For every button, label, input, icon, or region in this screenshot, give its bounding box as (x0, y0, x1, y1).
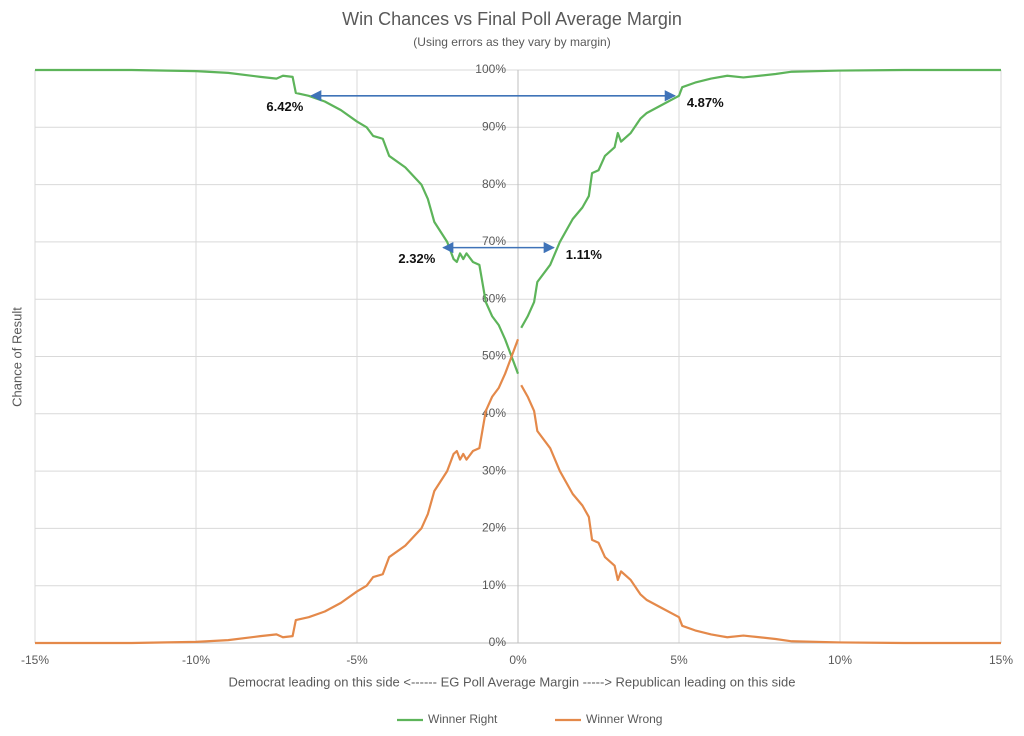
y-axis-label: Chance of Result (9, 307, 24, 407)
y-tick-label: 30% (482, 463, 506, 477)
legend-label: Winner Right (428, 712, 498, 726)
legend-label: Winner Wrong (586, 712, 662, 726)
y-tick-label: 0% (489, 635, 507, 649)
x-tick-label: -5% (346, 653, 368, 667)
y-tick-label: 90% (482, 119, 506, 133)
annotation-label: 4.87% (687, 95, 724, 110)
chart-subtitle: (Using errors as they vary by margin) (413, 35, 610, 49)
x-tick-label: -10% (182, 653, 210, 667)
y-tick-label: 100% (475, 62, 506, 76)
y-tick-label: 50% (482, 349, 506, 363)
x-tick-label: -15% (21, 653, 49, 667)
data-line (35, 68, 1001, 375)
y-tick-label: 40% (482, 406, 506, 420)
x-tick-label: 5% (670, 653, 688, 667)
x-axis-label: Democrat leading on this side <------ EG… (229, 674, 796, 689)
annotation-label: 1.11% (566, 247, 603, 262)
y-tick-label: 80% (482, 177, 506, 191)
data-line (35, 338, 1001, 645)
chart-title: Win Chances vs Final Poll Average Margin (342, 9, 682, 29)
annotation-label: 2.32% (398, 251, 435, 266)
x-tick-label: 15% (989, 653, 1013, 667)
x-tick-label: 0% (509, 653, 527, 667)
y-tick-label: 60% (482, 291, 506, 305)
y-tick-label: 20% (482, 521, 506, 535)
y-tick-label: 10% (482, 578, 506, 592)
y-tick-label: 70% (482, 234, 506, 248)
annotation-label: 6.42% (266, 99, 303, 114)
x-tick-label: 10% (828, 653, 852, 667)
